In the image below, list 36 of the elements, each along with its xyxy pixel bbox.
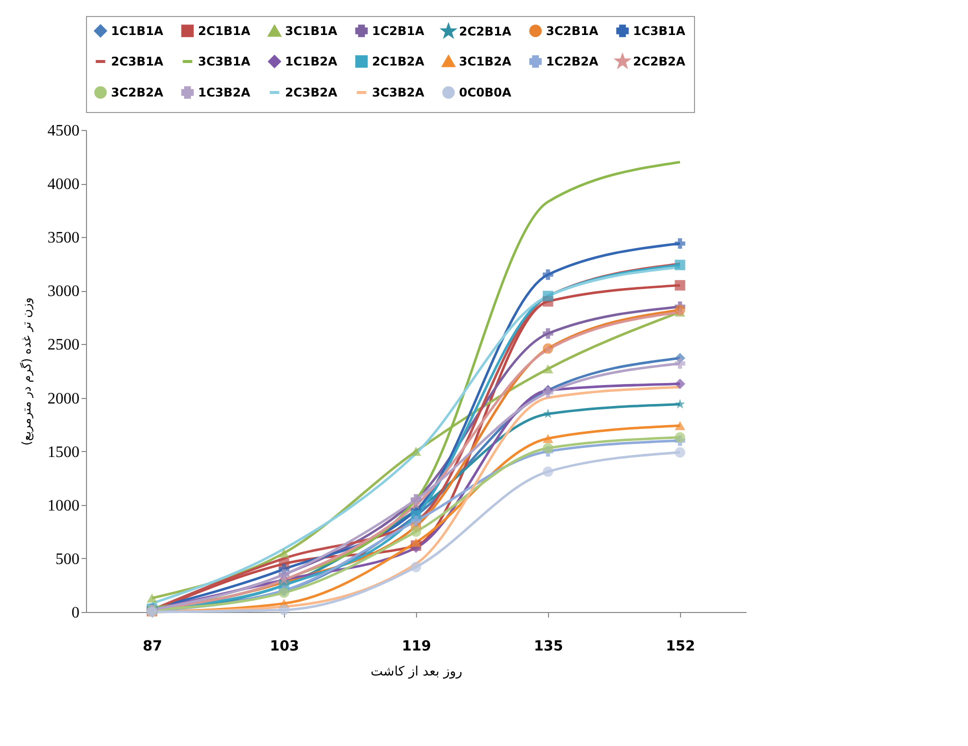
y-tick-label: 3500 — [48, 230, 80, 247]
legend-label: 3C1B1A — [285, 24, 338, 38]
legend-label: 1C2B2A — [546, 54, 599, 68]
legend-label: 1C2B1A — [372, 24, 425, 38]
legend-label: 1C3B1A — [633, 24, 686, 38]
y-tick-label: 3000 — [48, 283, 80, 300]
legend-label: 1C1B2A — [285, 54, 338, 68]
legend-label: 3C3B1A — [198, 54, 251, 68]
y-tick-label: 2500 — [48, 336, 80, 354]
legend-label: 2C2B1A — [459, 24, 512, 38]
legend-label: 3C3B2A — [372, 86, 425, 100]
y-tick-label: 500 — [56, 550, 80, 568]
legend-label: 3C1B2A — [459, 54, 512, 68]
legend-label: 2C2B2A — [633, 54, 686, 68]
y-tick-label: 1500 — [48, 444, 80, 461]
legend-label: 1C1B1A — [111, 24, 164, 38]
legend-label: 2C3B1A — [111, 54, 164, 68]
y-tick-label: 0 — [72, 604, 80, 622]
y-tick-label: 4500 — [48, 122, 80, 140]
x-tick-label: 135 — [534, 638, 564, 654]
legend-label: 3C2B2A — [111, 86, 164, 100]
y-tick-label: 2000 — [48, 390, 80, 408]
legend-label: 0C0B0A — [459, 86, 512, 100]
x-tick-label: 87 — [142, 638, 162, 654]
legend-label: 2C3B2A — [285, 86, 338, 100]
legend-label: 2C1B2A — [372, 54, 425, 68]
x-tick-label: 103 — [270, 638, 300, 654]
x-tick-label: 152 — [666, 638, 696, 654]
legend-label: 2C1B1A — [198, 24, 251, 38]
y-axis-title: وزن تر غده (گرم در مترمربع) — [20, 297, 34, 446]
legend-label: 3C2B1A — [546, 24, 599, 38]
x-axis-title: روز بعد از کاشت — [370, 664, 462, 680]
x-tick-label: 119 — [402, 638, 432, 654]
legend-label: 1C3B2A — [198, 86, 251, 100]
y-tick-label: 4000 — [48, 176, 80, 194]
y-tick-label: 1000 — [48, 497, 80, 514]
